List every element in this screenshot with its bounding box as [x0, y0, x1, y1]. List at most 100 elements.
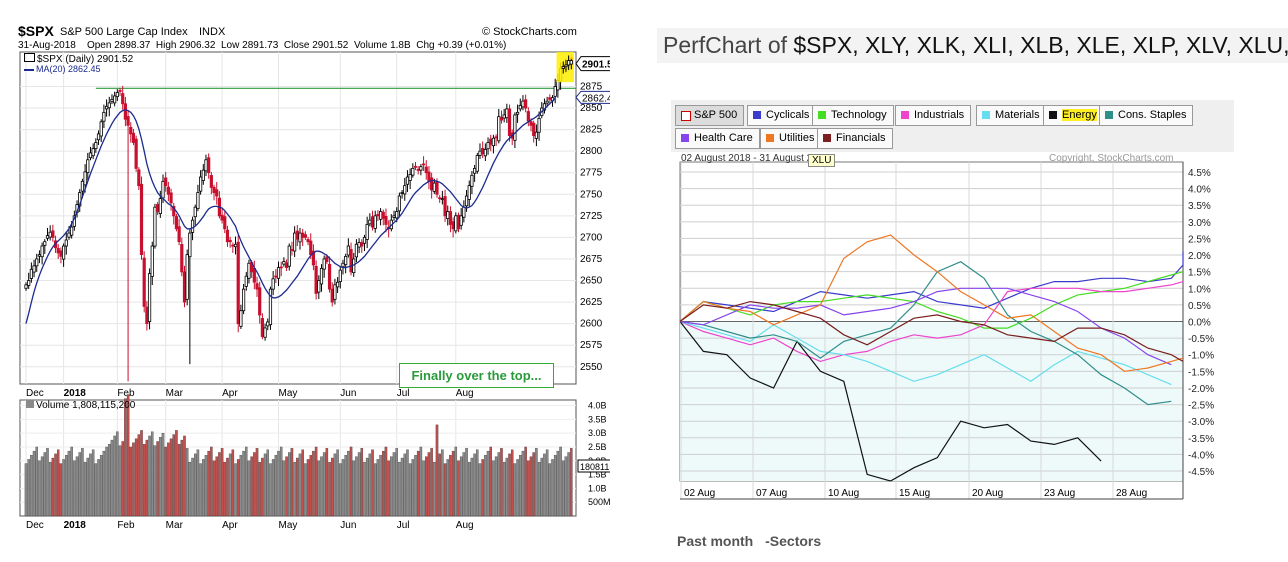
volume-bar: [564, 456, 568, 517]
legend-toggle-cons-staples[interactable]: Cons. Staples: [1099, 105, 1194, 126]
volume-bar: [175, 430, 178, 517]
quote-high-label: High: [155, 40, 177, 51]
candle-body: [322, 258, 326, 270]
quote-close-label: Close: [283, 40, 310, 51]
volume-bar: [508, 453, 511, 517]
candle-body: [193, 206, 197, 218]
candle-body: [419, 166, 423, 171]
quote-volume: 1.8B: [390, 40, 411, 51]
volume-x-label: May: [279, 520, 298, 531]
volume-bar: [325, 448, 329, 517]
legend-toggle-health-care[interactable]: Health Care: [675, 128, 760, 149]
volume-tick-label: 2.5B: [588, 442, 607, 452]
volume-legend-text: Volume 1,808,115,200: [36, 400, 136, 411]
perf-y-tick-label: 1.5%: [1188, 268, 1211, 279]
candle-body: [381, 211, 385, 219]
candle-body: [233, 243, 238, 248]
candle-body: [27, 280, 31, 286]
volume-tick-label: 3.5B: [588, 414, 607, 424]
ma-legend-icon: [24, 68, 34, 71]
candle-body: [166, 186, 170, 195]
volume-bar: [46, 448, 49, 517]
candle-body: [319, 268, 324, 285]
legend-toggle-industrials[interactable]: Industrials: [895, 105, 972, 126]
perf-y-tick-label: 3.5%: [1188, 201, 1211, 212]
legend-toggle-financials[interactable]: Financials: [817, 128, 893, 149]
legend-toggle-technology[interactable]: Technology: [812, 105, 894, 126]
volume-bar: [40, 456, 44, 517]
legend-toggle-s-p-500[interactable]: S&P 500: [675, 105, 745, 126]
candle-body: [309, 240, 313, 256]
candle-body: [37, 254, 42, 257]
volume-bar: [298, 453, 302, 517]
candle-body: [360, 242, 364, 247]
candle-body: [223, 216, 227, 230]
legend-toggle-utilities[interactable]: Utilities: [760, 128, 822, 149]
candle-body: [142, 257, 146, 307]
candle-body: [435, 181, 439, 195]
candle-body: [306, 239, 310, 243]
candle-body: [344, 255, 348, 266]
volume-tick-label: 1.0B: [588, 483, 607, 493]
candle-body: [491, 137, 496, 147]
volume-bar: [500, 448, 503, 517]
volume-bar: [438, 453, 441, 517]
candle-body: [403, 185, 407, 195]
volume-bar: [255, 448, 259, 517]
footer-past-month: Past month: [677, 533, 754, 549]
price-x-label: Jul: [397, 388, 410, 399]
volume-bar: [481, 459, 484, 517]
volume-bar: [443, 463, 447, 517]
legend-ma: MA(20) 2862.45: [24, 64, 101, 74]
volume-bar: [38, 460, 41, 517]
volume-bar: [478, 463, 482, 517]
candle-body: [137, 169, 141, 187]
price-x-label: Mar: [166, 388, 184, 399]
candle-body: [164, 177, 168, 187]
perf-series-line: [679, 261, 1172, 406]
volume-bar: [441, 449, 444, 517]
volume-bar: [408, 463, 412, 517]
volume-bar: [164, 446, 167, 517]
candle-body: [83, 171, 87, 186]
volume-bar: [567, 452, 570, 517]
candle-body: [524, 99, 528, 109]
chart-exchange: INDX: [199, 26, 226, 38]
volume-bar: [212, 460, 216, 517]
volume-bar: [559, 446, 562, 517]
candle-body: [338, 269, 342, 282]
legend-label: Industrials: [914, 109, 965, 121]
volume-bar: [193, 453, 197, 517]
chart-index-name: S&P 500 Large Cap Index: [60, 26, 188, 38]
candle-body: [440, 198, 444, 200]
candle-body: [139, 183, 144, 256]
candle-body: [534, 131, 538, 139]
candle-body: [464, 195, 469, 207]
legend-toggle-materials[interactable]: Materials: [976, 105, 1047, 126]
legend-toggle-energy[interactable]: Energy: [1043, 105, 1104, 126]
legend-toggle-cyclicals[interactable]: Cyclicals: [747, 105, 817, 126]
candle-body: [346, 245, 350, 256]
candle-body: [443, 196, 447, 217]
candle-body: [172, 205, 176, 217]
volume-bar: [562, 460, 565, 517]
candle-body: [368, 219, 372, 225]
price-tick-label: 2675: [580, 254, 603, 265]
volume-bar: [234, 463, 237, 517]
candle-body: [131, 132, 136, 143]
legend-label: Materials: [995, 109, 1040, 121]
candle-body: [481, 148, 485, 155]
volume-bar: [390, 456, 393, 517]
candle-body: [80, 180, 85, 192]
volume-bar: [365, 457, 369, 517]
candle-body: [548, 97, 552, 100]
candle-body: [209, 175, 213, 188]
volume-bar: [228, 453, 232, 517]
volume-bar: [196, 449, 200, 517]
legend-ma-text: MA(20) 2862.45: [36, 64, 101, 74]
volume-bar: [368, 453, 372, 517]
candle-body: [271, 278, 275, 290]
perfchart-title-symbols: $SPX, XLY, XLK, XLI, XLB, XLE, XLP, XLV,…: [793, 32, 1288, 58]
volume-bar: [271, 459, 275, 517]
volume-bar: [204, 455, 208, 517]
